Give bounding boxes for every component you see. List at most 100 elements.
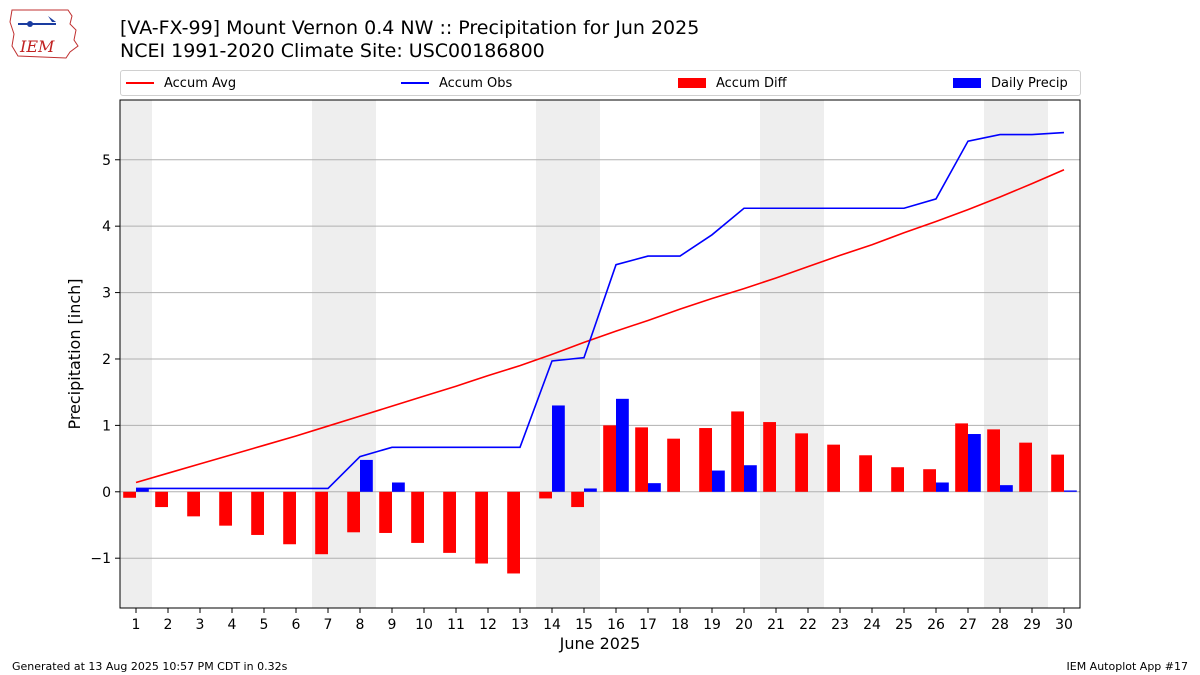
accum-diff-bar bbox=[891, 467, 904, 492]
daily-precip-bar bbox=[1064, 490, 1077, 492]
x-tick-label: 25 bbox=[895, 617, 913, 633]
accum-diff-bar bbox=[859, 455, 872, 492]
x-tick-label: 23 bbox=[831, 617, 849, 633]
weekend-shading bbox=[120, 100, 1048, 608]
x-tick-label: 28 bbox=[991, 617, 1009, 633]
accum-diff-bar bbox=[539, 491, 552, 499]
x-tick-label: 15 bbox=[575, 617, 593, 633]
accum-diff-bar bbox=[699, 428, 712, 492]
legend-item-accum-diff: Accum Diff bbox=[678, 74, 787, 92]
accum-diff-bar bbox=[923, 469, 936, 492]
plot-frame bbox=[119, 99, 1081, 609]
app-note: IEM Autoplot App #17 bbox=[1066, 660, 1189, 673]
accum-diff-bar bbox=[347, 491, 360, 533]
grid-lines bbox=[120, 159, 1080, 559]
accum-diff-bar bbox=[827, 444, 840, 492]
legend-label-accum-avg: Accum Avg bbox=[164, 75, 237, 91]
x-tick-label: 4 bbox=[228, 617, 237, 633]
x-tick-label: 8 bbox=[356, 617, 365, 633]
legend-swatch-accum-diff bbox=[678, 78, 706, 88]
accum-diff-bar bbox=[763, 422, 776, 492]
x-tick-label: 11 bbox=[447, 617, 465, 633]
accum-diff-bar bbox=[123, 491, 136, 498]
daily-precip-bar bbox=[616, 398, 629, 492]
accum-diff-bar bbox=[155, 491, 168, 508]
lines bbox=[135, 131, 1065, 490]
y-tick-label: 5 bbox=[102, 153, 111, 169]
accum-diff-bar bbox=[603, 425, 616, 492]
accum-diff-bar bbox=[187, 491, 200, 517]
accum-diff-bar bbox=[795, 433, 808, 492]
x-tick-label: 1 bbox=[132, 617, 141, 633]
accum-diff-bar bbox=[283, 491, 296, 545]
legend-swatch-accum-avg bbox=[126, 82, 154, 84]
accum-diff-bar bbox=[475, 491, 488, 564]
accum-diff-bar bbox=[507, 491, 520, 574]
weekend-shade bbox=[120, 100, 152, 608]
chart-title: [VA-FX-99] Mount Vernon 0.4 NW :: Precip… bbox=[120, 17, 700, 39]
accum-diff-bar bbox=[251, 491, 264, 535]
accum-avg-line bbox=[135, 168, 1065, 484]
accum-diff-bar bbox=[571, 491, 584, 508]
y-tick-label: 3 bbox=[102, 286, 111, 302]
chart-legend: Accum Avg Accum Obs Accum Diff Daily Pre… bbox=[120, 70, 1081, 96]
x-axis-label: June 2025 bbox=[559, 634, 641, 653]
daily-precip-bar bbox=[360, 459, 373, 492]
x-tick-label: 24 bbox=[863, 617, 881, 633]
accum-diff-bar bbox=[379, 491, 392, 533]
x-tick-label: 10 bbox=[415, 617, 433, 633]
daily-precip-bar bbox=[392, 482, 405, 492]
daily-precip-bar bbox=[968, 434, 981, 492]
x-tick-label: 30 bbox=[1055, 617, 1073, 633]
x-tick-label: 20 bbox=[735, 617, 753, 633]
accum-diff-bar bbox=[219, 491, 232, 526]
x-tick-label: 7 bbox=[324, 617, 333, 633]
iem-logo: IEM bbox=[8, 6, 80, 60]
x-tick-label: 2 bbox=[164, 617, 173, 633]
daily-precip-bar bbox=[552, 405, 565, 492]
weekend-shade bbox=[760, 100, 824, 608]
logo-text: IEM bbox=[19, 37, 55, 56]
legend-swatch-daily-precip bbox=[953, 78, 981, 88]
daily-precip-bar bbox=[712, 470, 725, 492]
y-tick-label: 0 bbox=[102, 485, 111, 501]
legend-label-accum-diff: Accum Diff bbox=[716, 75, 787, 91]
daily-precip-bar bbox=[584, 488, 597, 492]
legend-label-accum-obs: Accum Obs bbox=[439, 75, 513, 91]
accum-diff-bar bbox=[1019, 442, 1032, 492]
x-tick-label: 3 bbox=[196, 617, 205, 633]
daily-precip-bar bbox=[136, 488, 149, 492]
bars bbox=[123, 398, 1077, 574]
x-tick-label: 18 bbox=[671, 617, 689, 633]
y-tick-label: 1 bbox=[102, 418, 111, 434]
x-tick-label: 6 bbox=[292, 617, 301, 633]
x-tick-label: 16 bbox=[607, 617, 625, 633]
accum-diff-bar bbox=[315, 491, 328, 555]
daily-precip-bar bbox=[936, 482, 949, 492]
x-tick-label: 17 bbox=[639, 617, 657, 633]
x-tick-label: 21 bbox=[767, 617, 785, 633]
x-tick-label: 29 bbox=[1023, 617, 1041, 633]
accum-diff-bar bbox=[1051, 454, 1064, 492]
weekend-shade bbox=[536, 100, 600, 608]
y-tick-label: 2 bbox=[102, 352, 111, 368]
x-tick-label: 12 bbox=[479, 617, 497, 633]
y-tick-label: −1 bbox=[90, 551, 111, 567]
generated-note: Generated at 13 Aug 2025 10:57 PM CDT in… bbox=[12, 660, 288, 673]
chart-subtitle: NCEI 1991-2020 Climate Site: USC00186800 bbox=[120, 40, 545, 62]
accum-diff-bar bbox=[731, 411, 744, 492]
legend-item-accum-obs: Accum Obs bbox=[401, 74, 512, 92]
daily-precip-bar bbox=[648, 483, 661, 492]
accum-obs-line bbox=[136, 131, 1065, 490]
legend-item-daily-precip: Daily Precip bbox=[953, 74, 1068, 92]
x-tick-label: 14 bbox=[543, 617, 561, 633]
x-tick-label: 27 bbox=[959, 617, 977, 633]
x-tick-label: 5 bbox=[260, 617, 269, 633]
weekend-shade bbox=[984, 100, 1048, 608]
legend-item-accum-avg: Accum Avg bbox=[126, 74, 236, 92]
accum-diff-bar bbox=[987, 429, 1000, 492]
x-tick-label: 22 bbox=[799, 617, 817, 633]
x-tick-label: 9 bbox=[388, 617, 397, 633]
